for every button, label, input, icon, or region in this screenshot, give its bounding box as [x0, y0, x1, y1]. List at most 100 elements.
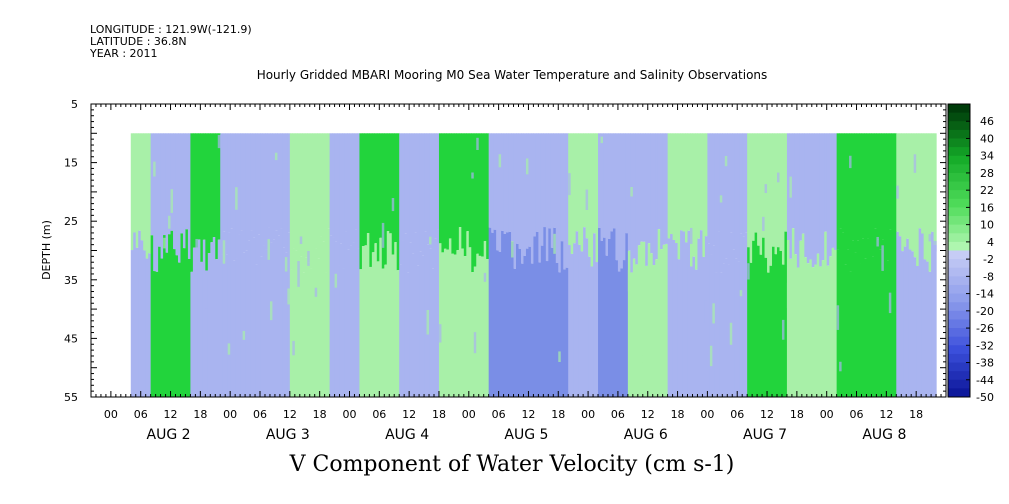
colorbar-bin	[948, 104, 970, 114]
heat-cell	[287, 232, 291, 397]
heat-cell	[158, 133, 162, 247]
heat-cell	[699, 230, 704, 397]
heat-cell	[292, 133, 296, 249]
heat-cell	[513, 268, 517, 397]
y-tick-label: 55	[64, 391, 78, 404]
heat-cell	[535, 133, 539, 232]
heat-cell	[138, 133, 142, 231]
heat-cell	[217, 134, 221, 149]
heat-cell	[145, 258, 149, 397]
heat-cell	[558, 133, 562, 273]
colorbar-label: -50	[976, 391, 994, 404]
heat-cell	[530, 263, 535, 397]
heat-cell	[297, 133, 301, 264]
heat-cell	[384, 133, 388, 265]
heat-cell	[744, 133, 748, 233]
heat-cell	[441, 252, 445, 397]
colorbar-bin	[948, 112, 970, 122]
heat-cell	[776, 133, 781, 248]
heat-cell	[752, 240, 756, 397]
heat-cell	[719, 195, 723, 203]
heat-cell	[245, 133, 249, 251]
heat-cell	[694, 133, 699, 270]
heat-cell	[821, 260, 825, 397]
x-tick-label: 18	[313, 408, 327, 421]
heat-cell	[237, 133, 241, 235]
heat-cell	[433, 133, 438, 239]
heat-cell	[776, 172, 781, 183]
heat-cell	[583, 227, 587, 397]
heat-cell	[593, 133, 597, 234]
heat-cell	[409, 133, 413, 243]
heat-cell	[861, 133, 865, 239]
heat-cell	[585, 133, 589, 239]
heat-cell	[466, 231, 470, 397]
x-day-label: AUG 8	[862, 427, 906, 443]
heat-cell	[473, 332, 477, 354]
heat-cell	[781, 319, 786, 340]
heat-cell	[886, 260, 890, 397]
x-day-label: AUG 6	[624, 427, 668, 443]
heat-cell	[590, 133, 594, 267]
heat-cell	[605, 255, 609, 397]
heat-cell	[645, 133, 649, 266]
heat-cell	[287, 288, 291, 305]
heat-cell	[896, 185, 900, 199]
heat-cell	[814, 264, 818, 397]
heat-cell	[612, 228, 617, 397]
heat-cell	[714, 133, 718, 273]
y-tick-label: 5	[71, 98, 78, 111]
colorbar-bin	[948, 310, 970, 320]
heat-cell	[916, 266, 920, 397]
heat-cell	[694, 269, 699, 397]
heat-cell	[600, 133, 604, 241]
heat-cell	[394, 133, 398, 243]
x-day-label: AUG 2	[147, 427, 191, 443]
heat-cell	[483, 133, 487, 242]
heat-cell	[856, 133, 860, 241]
heat-cell	[650, 253, 654, 397]
colorbar-bin	[948, 207, 970, 217]
heat-cell	[687, 133, 691, 231]
heat-cell	[762, 237, 766, 397]
heat-cell	[811, 267, 815, 397]
heat-cell	[737, 261, 741, 397]
heat-cell	[299, 236, 303, 245]
heat-cell	[829, 256, 833, 397]
heat-cell	[744, 232, 748, 397]
heat-cell	[207, 133, 211, 254]
heat-cell	[433, 238, 438, 397]
heat-cell	[215, 133, 219, 260]
heat-cell	[416, 265, 420, 397]
heat-cell	[819, 133, 823, 267]
heat-cell	[222, 231, 226, 397]
heat-cell	[749, 262, 753, 397]
heat-cell	[486, 259, 490, 397]
heat-cell	[277, 133, 281, 236]
x-tick-label: 06	[253, 408, 267, 421]
heat-cell	[590, 266, 594, 397]
heat-cell	[911, 133, 915, 252]
heat-cell	[200, 133, 204, 262]
heat-cell	[754, 133, 758, 233]
x-tick-label: 00	[223, 408, 237, 421]
heat-cell	[481, 256, 485, 397]
heat-cell	[342, 268, 346, 397]
heat-cell	[605, 133, 609, 256]
heat-cell	[153, 133, 157, 272]
heat-cell	[685, 133, 689, 243]
heat-cell	[140, 287, 144, 295]
heat-cell	[160, 133, 164, 259]
heat-cell	[138, 230, 142, 397]
heat-cell	[520, 263, 525, 397]
heat-cell	[344, 231, 348, 397]
heat-cell	[824, 231, 828, 397]
heat-cell	[463, 133, 467, 257]
heat-cell	[856, 240, 860, 397]
heat-cell	[364, 245, 368, 397]
heat-cell	[359, 133, 363, 270]
heat-cell	[926, 133, 930, 262]
heat-cell	[548, 133, 552, 229]
heat-cell	[163, 133, 167, 236]
heat-cell	[627, 250, 631, 397]
